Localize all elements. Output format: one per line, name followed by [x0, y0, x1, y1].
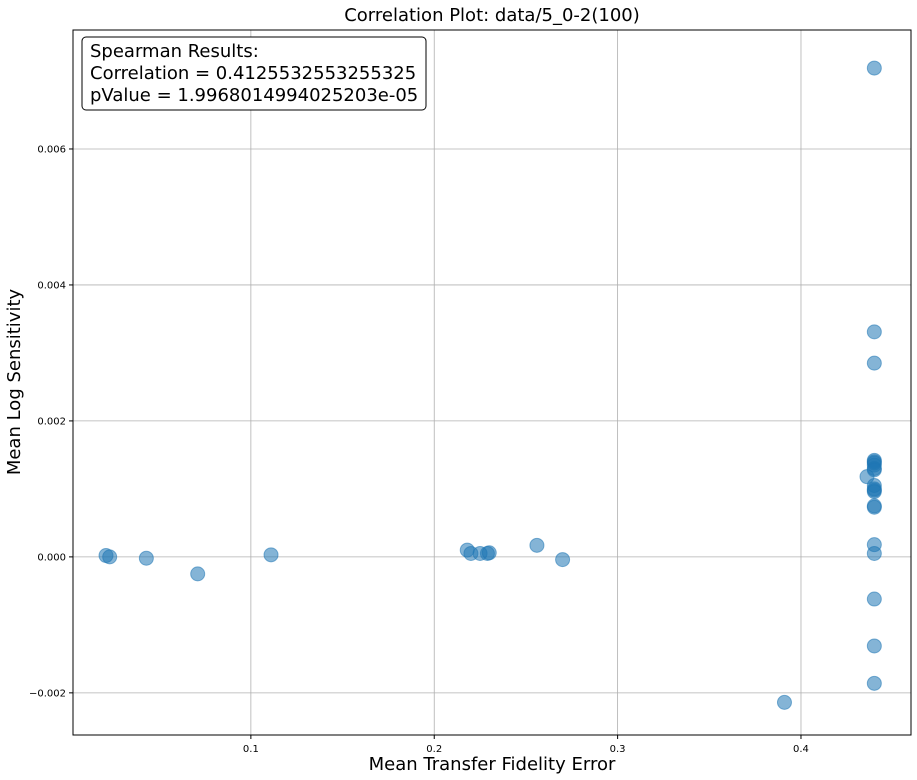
y-tick-label: −0.002 — [29, 688, 66, 699]
x-tick-label: 0.4 — [793, 744, 809, 755]
x-axis-label: Mean Transfer Fidelity Error — [369, 754, 616, 775]
y-axis-label: Mean Log Sensitivity — [4, 288, 25, 475]
x-tick-label: 0.1 — [243, 744, 259, 755]
axis-ticks: 0.1 0.2 0.3 0.4 −0.002 0.000 0.002 0.004 0.006 — [29, 144, 809, 755]
y-tick-label: 0.004 — [37, 280, 66, 291]
scatter-point — [866, 355, 882, 371]
scatter-points — [98, 60, 882, 710]
scatter-point — [866, 60, 882, 76]
annotation-line-2: Correlation = 0.4125532553255325 — [90, 63, 416, 84]
y-tick-label: 0.006 — [37, 144, 66, 155]
scatter-point — [776, 694, 792, 710]
annotation-frame — [81, 36, 427, 111]
scatter-point — [866, 324, 882, 340]
annotation-line-1: Spearman Results: — [90, 41, 259, 62]
chart-title: Correlation Plot: data/5_0-2(100) — [344, 5, 640, 26]
scatter-point — [138, 550, 154, 566]
scatter-point — [102, 549, 118, 565]
scatter-point — [866, 499, 882, 515]
plot-area-frame — [72, 29, 912, 736]
scatter-point — [866, 462, 882, 478]
scatter-point — [866, 545, 882, 561]
scatter-point — [190, 566, 206, 582]
scatter-point — [866, 638, 882, 654]
y-tick-label: 0.002 — [37, 416, 66, 427]
x-tick-label: 0.3 — [610, 744, 626, 755]
spearman-annotation: Spearman Results: Correlation = 0.412553… — [81, 36, 427, 111]
scatter-point — [263, 547, 279, 563]
scatter-point — [866, 484, 882, 500]
y-tick-label: 0.000 — [37, 552, 66, 563]
scatter-point — [529, 537, 545, 553]
scatter-point — [866, 675, 882, 691]
x-tick-label: 0.2 — [426, 744, 442, 755]
annotation-line-3: pValue = 1.9968014994025203e-05 — [90, 85, 418, 106]
scatter-point — [555, 552, 571, 568]
scatter-point — [866, 591, 882, 607]
scatter-point — [481, 545, 497, 561]
